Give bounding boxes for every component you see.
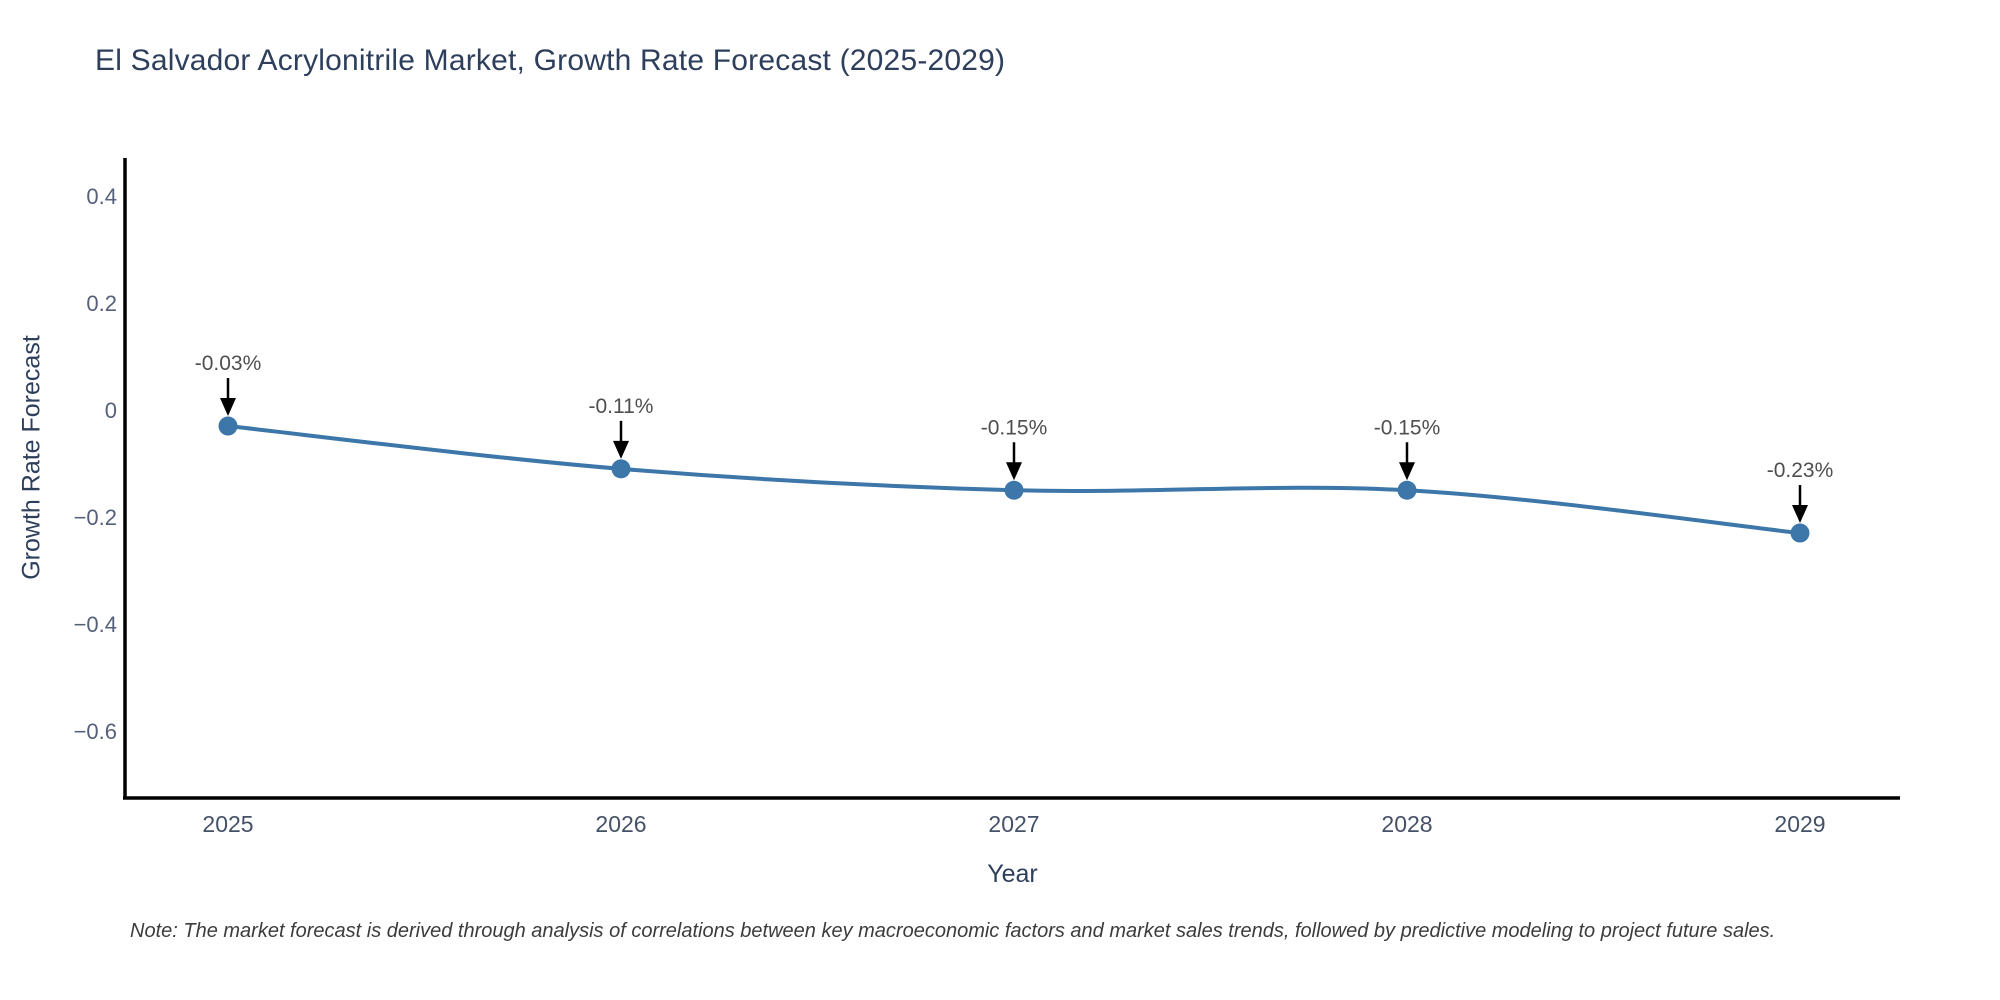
x-tick-label: 2026: [595, 811, 646, 837]
x-axis-title: Year: [987, 860, 1038, 888]
annotation-arrowhead-icon: [1006, 462, 1022, 481]
x-tick-label: 2029: [1774, 811, 1825, 837]
y-tick-label: −0.2: [74, 505, 117, 530]
annotation-arrowhead-icon: [220, 398, 236, 417]
data-point-marker[interactable]: [611, 459, 631, 479]
y-axis-title: Growth Rate Forecast: [17, 335, 46, 580]
point-annotation-label: -0.03%: [195, 352, 262, 375]
point-annotation-label: -0.23%: [1767, 459, 1834, 482]
data-point-marker[interactable]: [1397, 480, 1417, 500]
point-annotation-label: -0.11%: [589, 395, 654, 418]
data-point-marker[interactable]: [1004, 480, 1024, 500]
y-tick-label: −0.4: [74, 612, 117, 637]
x-tick-label: 2028: [1381, 811, 1432, 837]
annotation-arrowhead-icon: [1792, 505, 1808, 524]
x-tick-label: 2025: [202, 811, 253, 837]
y-tick-label: −0.6: [74, 719, 117, 744]
y-tick-label: 0.4: [86, 184, 117, 209]
data-point-marker[interactable]: [218, 416, 238, 436]
y-tick-label: 0.2: [86, 291, 117, 316]
point-annotation-label: -0.15%: [1374, 416, 1441, 439]
data-point-marker[interactable]: [1790, 523, 1810, 543]
y-tick-label: 0: [105, 398, 117, 423]
annotation-arrowhead-icon: [1399, 462, 1415, 481]
chart-title: El Salvador Acrylonitrile Market, Growth…: [95, 44, 1006, 77]
x-tick-label: 2027: [988, 811, 1039, 837]
chart-footnote: Note: The market forecast is derived thr…: [130, 920, 1776, 942]
point-annotation-label: -0.15%: [981, 416, 1048, 439]
annotation-arrowhead-icon: [613, 440, 629, 459]
